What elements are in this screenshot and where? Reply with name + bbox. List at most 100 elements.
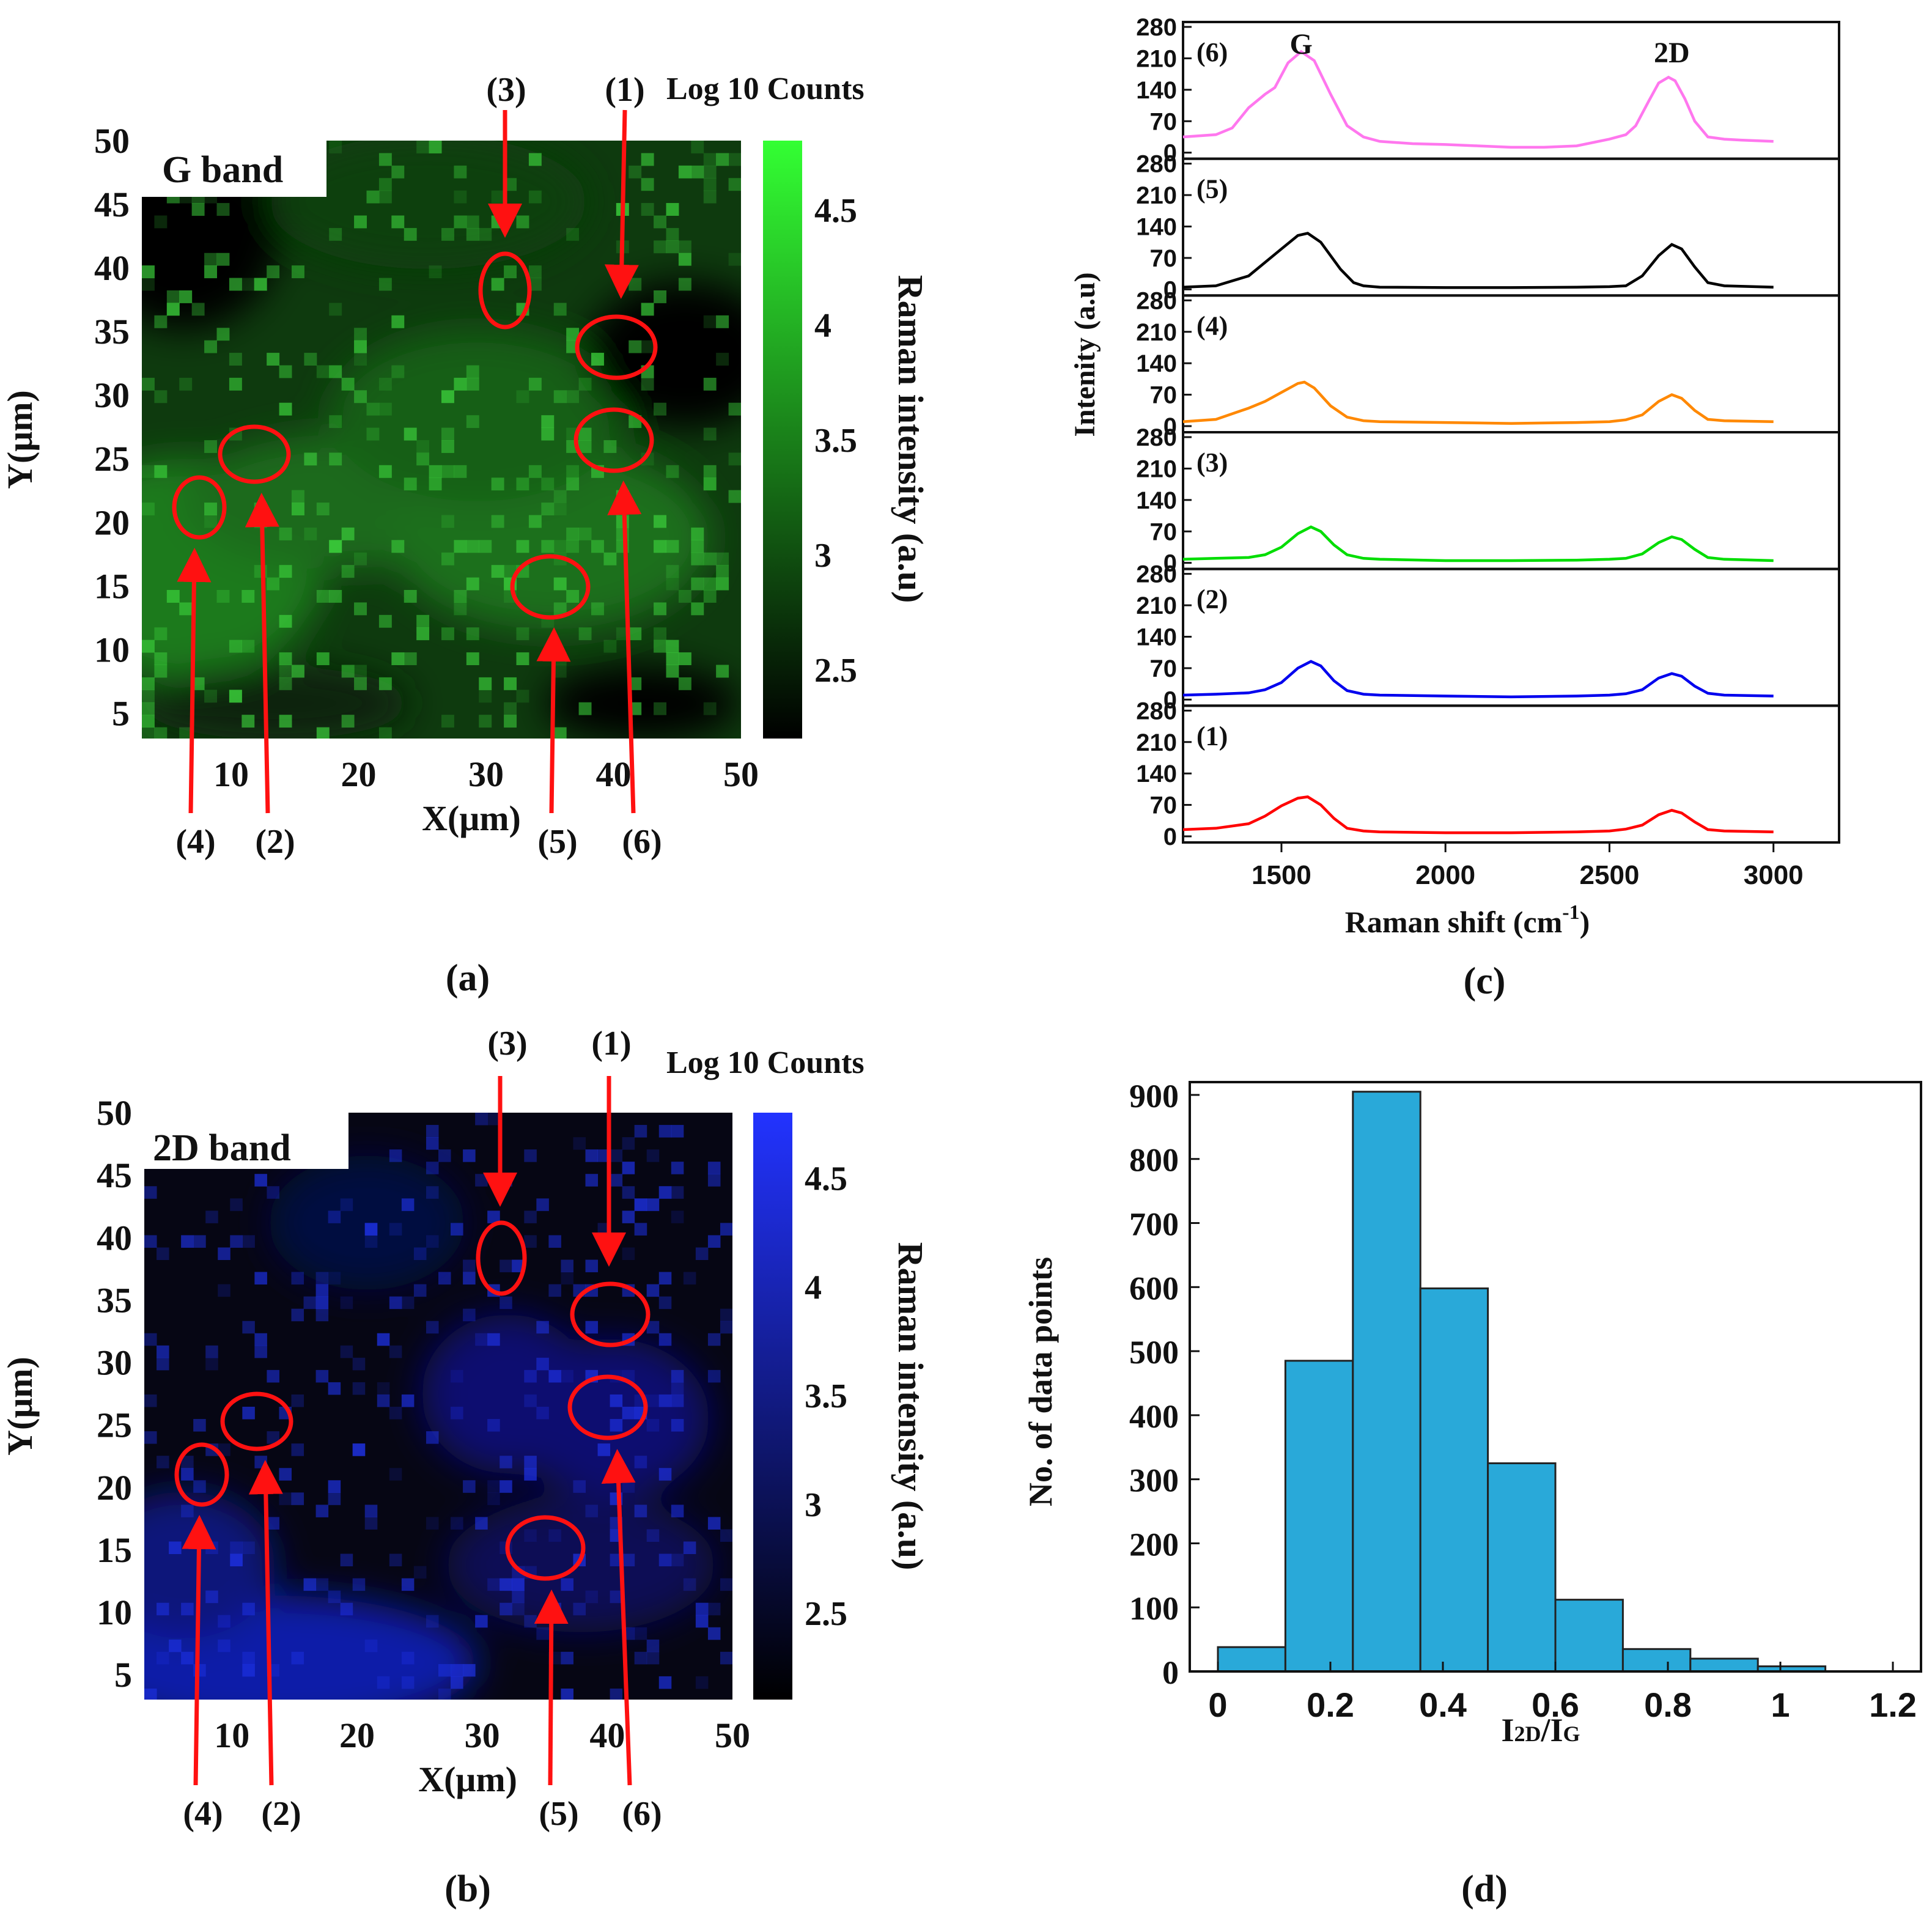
map-pixel [267, 265, 280, 279]
map-pixel [728, 452, 741, 466]
x-tick-label: 20 [341, 754, 376, 794]
map-pixel [142, 639, 155, 653]
x-tick-label: 2000 [1415, 860, 1475, 890]
y-tick-label: 70 [1150, 245, 1178, 272]
map-pixel [377, 1394, 390, 1407]
map-pixel [378, 178, 392, 191]
map-pixel [622, 1162, 635, 1174]
panel-d: 0 0.2 0.4 0.6 0.8 1 1.2 900 800 700 600 500 400 300 20… [1022, 1078, 1922, 1910]
map-pixel [315, 1308, 329, 1322]
x-tick-label: 3000 [1744, 860, 1804, 890]
map-pixel [426, 1137, 439, 1150]
map-pixel [541, 427, 555, 441]
map-pixel [242, 1321, 255, 1334]
map-pixel [479, 677, 492, 690]
map-pixel [504, 677, 517, 690]
map-pixel [671, 1162, 684, 1174]
map-pixel [658, 1553, 672, 1567]
y-tick-label: 210 [1136, 45, 1177, 72]
map-pixel [267, 1186, 279, 1199]
map-pixel [528, 278, 542, 291]
annotation-label-3: (3) [486, 71, 526, 109]
map-pixel [391, 365, 405, 378]
map-pixel [479, 540, 492, 553]
map-pixel [426, 1235, 439, 1248]
map-pixel [516, 390, 529, 403]
x-tick-label: 10 [214, 1715, 249, 1755]
map-pixel [524, 1369, 537, 1383]
map-pixel [179, 602, 193, 616]
y-tick-label: 280 [1136, 151, 1177, 178]
colorbar-tick-label: 4 [805, 1269, 822, 1306]
map-pixel [646, 1651, 660, 1665]
annotation-arrow-5 [534, 1590, 569, 1786]
map-pixel [536, 1198, 549, 1211]
annotation-label-2: (2) [255, 823, 295, 861]
map-pixel [634, 1223, 647, 1236]
map-pixel [142, 715, 155, 728]
map-pixel [377, 1394, 390, 1407]
map-pixel [204, 265, 217, 279]
map-pixel [703, 552, 717, 566]
map-pixel [678, 677, 691, 690]
x-tick-label: 50 [715, 1715, 750, 1755]
y-tick-label: 700 [1129, 1206, 1179, 1243]
map-pixel [463, 1480, 476, 1493]
map-pixel [666, 665, 679, 678]
colorbar-title: Log 10 Counts [666, 72, 865, 106]
map-pixel [354, 552, 367, 566]
colorbar-tick-label: 4 [814, 307, 831, 345]
map-pixel [646, 1394, 660, 1407]
map-pixel [634, 1627, 647, 1640]
map-pixel [304, 452, 317, 466]
map-pixel [553, 503, 567, 515]
y-tick-label: 140 [1136, 350, 1177, 377]
map-pixel [720, 1321, 732, 1334]
map-pixel [463, 1259, 476, 1273]
map-pixel [524, 1149, 537, 1162]
map-pixel [678, 652, 691, 665]
map-pixel [441, 627, 454, 641]
y-tick-label: 50 [94, 121, 130, 161]
map-pixel [179, 727, 193, 739]
y-tick-label: 15 [94, 566, 130, 606]
spectrum-subplot-frame [1182, 157, 1840, 297]
annotation-label-5: (5) [539, 1795, 578, 1833]
y-tick-label: 20 [94, 503, 130, 542]
y-tick-label: 50 [97, 1093, 132, 1133]
map-pixel [441, 552, 454, 566]
map-pixel [315, 1272, 329, 1285]
histogram-bar [1689, 1657, 1759, 1673]
map-pixel [426, 1517, 439, 1530]
map-pixel [720, 1529, 732, 1542]
map-pixel [512, 1578, 525, 1591]
map-pixel [254, 1174, 267, 1187]
map-pixel [466, 577, 479, 591]
annotations-a [172, 109, 658, 814]
map-pixel [720, 1308, 732, 1322]
map-pixel [181, 1505, 194, 1517]
map-pixel [329, 303, 342, 316]
annotation-ellipse-5 [510, 554, 591, 620]
map-pixel [341, 527, 355, 540]
map-pixel [658, 1296, 672, 1310]
annotation-arrow-2 [248, 1460, 283, 1786]
map-pixel [328, 1272, 341, 1285]
map-pixel [475, 1113, 488, 1126]
map-pixel [561, 1259, 573, 1273]
map-pixel [654, 702, 666, 715]
map-pixel [389, 1553, 402, 1567]
map-pixel [230, 1198, 243, 1211]
map-pixel [553, 602, 567, 616]
map-pixel [548, 1529, 561, 1542]
map-pixel [479, 227, 492, 241]
map-pixel [622, 1137, 635, 1150]
x-tick-label: 50 [723, 754, 759, 794]
map-pixel [438, 1272, 451, 1285]
map-pixel [426, 1125, 439, 1138]
map-pixel [654, 540, 666, 553]
map-pixel [703, 315, 717, 328]
map-pixel [463, 1664, 476, 1677]
map-pixel [230, 1553, 243, 1567]
map-pixel [144, 1431, 157, 1444]
